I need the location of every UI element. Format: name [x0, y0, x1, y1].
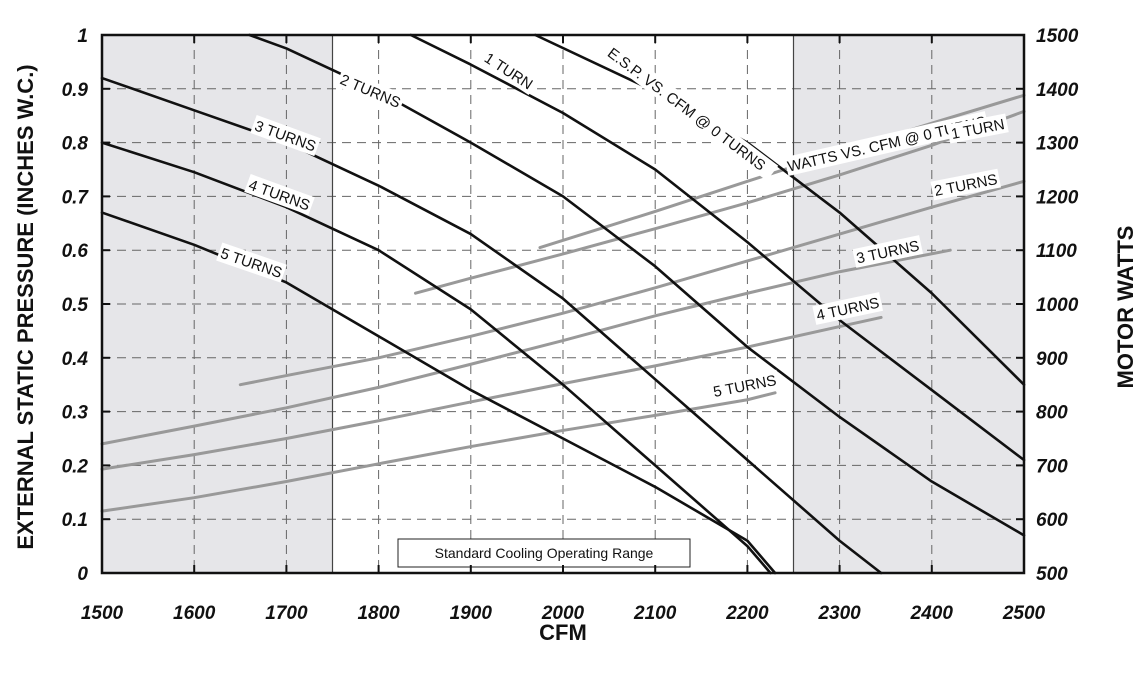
x-tick-label-1600: 1600 — [173, 603, 216, 624]
watts-series-line-1 — [413, 109, 1026, 295]
y-tick-label-0: 0 — [77, 564, 88, 585]
x-axis-title: CFM — [539, 620, 587, 645]
curve-label-text-0: E.S.P. VS. CFM @ 0 TURNS — [604, 45, 768, 175]
curve-label-bg-9 — [852, 235, 924, 268]
operating-range-boundaries: Standard Cooling Operating Range — [331, 35, 795, 573]
y-tick-label-5: 0.5 — [62, 295, 89, 316]
pressure-series-line-2 — [248, 33, 1026, 537]
curve-label-bg-5 — [216, 242, 287, 283]
y2-tick-label-700: 700 — [1036, 456, 1068, 477]
y2-tick-label-1200: 1200 — [1036, 187, 1079, 208]
y2-tick-label-900: 900 — [1036, 349, 1068, 370]
x-tick-label-1900: 1900 — [450, 603, 493, 624]
x-tick-label-2400: 2400 — [910, 603, 954, 624]
curve-label-text-2: 2 TURNS — [337, 71, 402, 112]
y-tick-label-9: 0.9 — [62, 80, 89, 101]
watts-series-line-2 — [238, 179, 1026, 387]
curve-label-bg-4 — [244, 174, 315, 216]
curve-label-2: 2 TURNS — [335, 68, 406, 113]
curve-label-bg-1 — [478, 46, 539, 95]
y-tick-label-8: 0.8 — [62, 134, 89, 155]
curve-label-11: 5 TURNS — [709, 369, 780, 402]
x-tick-label-2200: 2200 — [725, 603, 769, 624]
y2-axis-title: MOTOR WATTS — [1113, 226, 1138, 389]
y2-tick-label-1100: 1100 — [1036, 241, 1077, 262]
y-tick-label-6: 0.6 — [62, 241, 89, 262]
y-axis-title: EXTERNAL STATIC PRESSURE (INCHES W.C.) — [13, 64, 38, 549]
watts-series — [100, 93, 1026, 513]
y-tick-label-3: 0.3 — [62, 403, 89, 424]
pressure-series-line-3 — [100, 76, 883, 575]
pressure-series — [100, 33, 1026, 575]
watts-series-line-4 — [100, 315, 883, 471]
curve-label-bg-2 — [335, 68, 406, 113]
pressure-series-line-4 — [100, 141, 772, 575]
x-tick-label-2500: 2500 — [1002, 603, 1046, 624]
axis-ticks: 1500 1600 1700 1800 1900 2000 2100 2200 2300 2400… — [62, 26, 1079, 624]
x-tick-label-2300: 2300 — [817, 603, 861, 624]
x-tick-label-1500: 1500 — [81, 603, 124, 624]
curve-label-bg-10 — [812, 292, 884, 325]
curve-label-bg-8 — [930, 168, 1001, 201]
y-tick-label-7: 0.7 — [62, 187, 90, 208]
curve-label-0: E.S.P. VS. CFM @ 0 TURNS — [595, 36, 779, 181]
pressure-series-line-1 — [409, 33, 1026, 462]
x-tick-label-2100: 2100 — [633, 603, 677, 624]
watts-series-line-5 — [100, 391, 777, 513]
axis-titles: CFM EXTERNAL STATIC PRESSURE (INCHES W.C… — [13, 64, 1138, 645]
curve-label-bg-3 — [250, 115, 321, 157]
x-tick-label-1800: 1800 — [357, 603, 400, 624]
y2-tick-label-1300: 1300 — [1036, 134, 1079, 155]
y2-tick-label-1500: 1500 — [1036, 26, 1079, 47]
operating-range-box — [397, 538, 691, 568]
curve-label-bg-7 — [946, 113, 1009, 144]
y2-tick-label-600: 600 — [1036, 510, 1068, 531]
operating-range-label: Standard Cooling Operating Range — [435, 545, 654, 561]
y-tick-label-10: 1 — [77, 26, 88, 47]
y2-tick-label-500: 500 — [1036, 564, 1068, 585]
y2-tick-label-1400: 1400 — [1036, 80, 1079, 101]
y2-tick-label-800: 800 — [1036, 403, 1068, 424]
curve-label-1: 1 TURN — [478, 46, 539, 95]
pressure-series-line-0 — [534, 33, 1026, 387]
y-tick-label-4: 0.4 — [62, 349, 89, 370]
curve-label-bg-0 — [595, 36, 779, 181]
x-tick-label-2000: 2000 — [541, 603, 585, 624]
y2-tick-label-1000: 1000 — [1036, 295, 1079, 316]
curve-label-bg-11 — [709, 369, 780, 402]
curve-label-bg-6 — [784, 111, 990, 176]
y-tick-label-2: 0.2 — [62, 456, 89, 477]
x-tick-label-1700: 1700 — [265, 603, 308, 624]
y-tick-label-1: 0.1 — [62, 510, 88, 531]
